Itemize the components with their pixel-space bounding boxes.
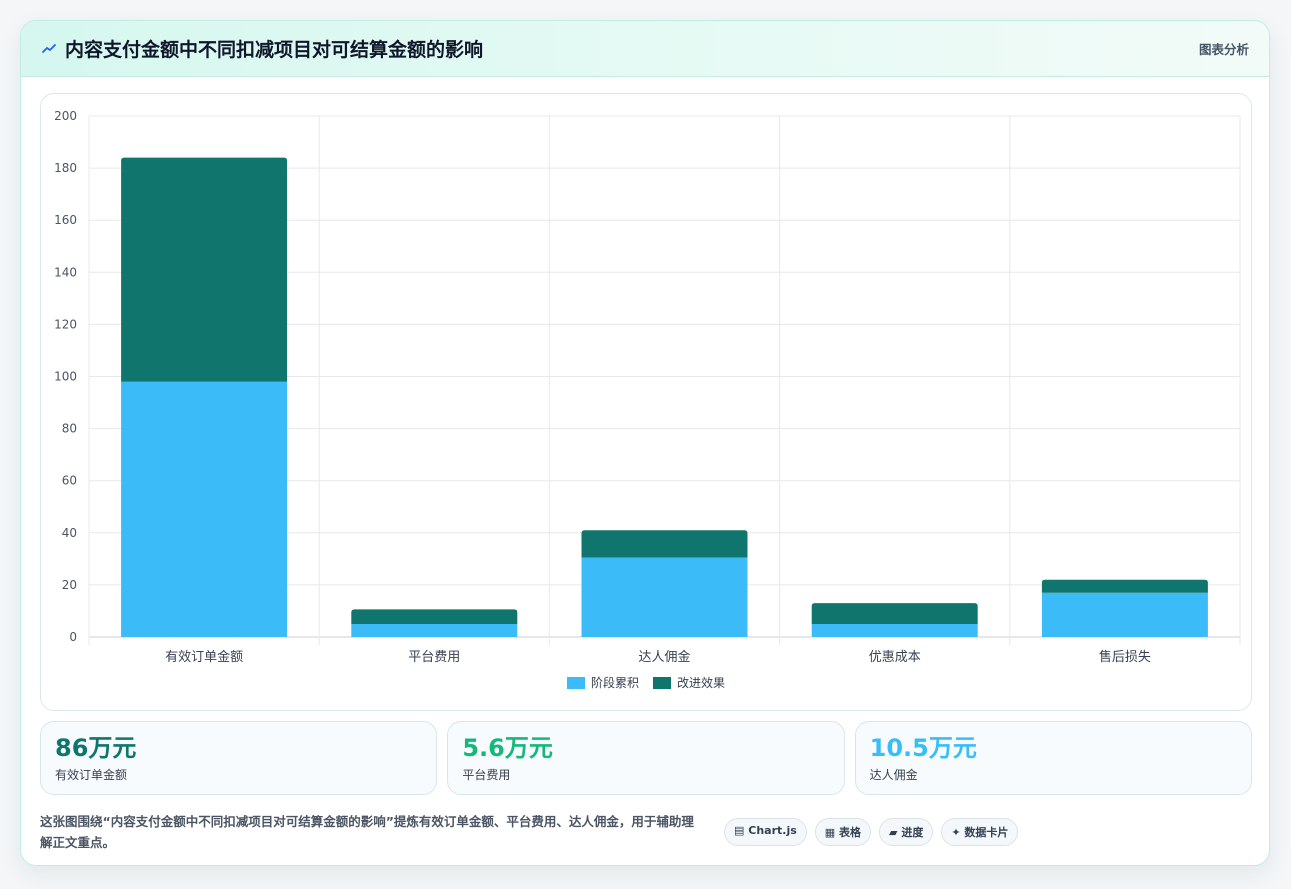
legend-swatch-effect xyxy=(653,676,671,689)
sparkle-icon: ✦ xyxy=(951,826,961,839)
y-tick-label: 0 xyxy=(69,630,77,644)
stat-label: 平台费用 xyxy=(462,768,511,782)
chart-card: 内容支付金额中不同扣减项目对可结算金额的影响 图表分析 0 20 40 60 80 100… xyxy=(20,20,1270,866)
x-tick-label: 优惠成本 xyxy=(869,650,921,665)
bar-segment-effect xyxy=(351,609,518,624)
bar-segment-effect xyxy=(1041,579,1208,593)
legend-swatch-stage xyxy=(566,676,585,689)
legend-label-effect: 改进效果 xyxy=(677,676,726,690)
tag-list: ▤ Chart.js ▦ 表格 ▰ 进度 ✦ 数据卡片 xyxy=(724,818,1019,846)
x-tick-label: 平台费用 xyxy=(408,650,460,665)
page-title: 内容支付金额中不同扣减项目对可结算金额的影响 xyxy=(65,39,484,61)
stat-cards: 86万元 有效订单金额 5.6万元 平台费用 10.5万元 达人佣金 xyxy=(40,721,1252,795)
stat-label: 达人佣金 xyxy=(869,768,918,782)
chart-analysis-link[interactable]: 图表分析 xyxy=(1198,42,1249,57)
legend-item-stage[interactable]: 阶段累积 xyxy=(566,674,639,691)
y-tick-label: 120 xyxy=(54,317,77,331)
stat-card: 10.5万元 达人佣金 xyxy=(854,721,1252,795)
legend-label-stage: 阶段累积 xyxy=(590,676,639,690)
stacked-bar-chart: 0 20 40 60 80 100 120 140 160 180 200 有效订单金额 平台费用 达人佣… xyxy=(54,109,1241,665)
y-tick-label: 40 xyxy=(62,526,77,540)
y-tick-label: 140 xyxy=(54,265,77,279)
footer-note: 这张图围绕“内容支付金额中不同扣减项目对可结算金额的影响”提炼有效订单金额、平台… xyxy=(40,814,694,850)
stat-value: 5.6万元 xyxy=(462,734,553,762)
bar-segment-stage xyxy=(811,623,978,637)
chart-icon: ▤ xyxy=(734,824,745,837)
bar-segment-stage xyxy=(1041,592,1208,637)
y-tick-label: 60 xyxy=(62,474,77,488)
tag-label: 表格 xyxy=(839,826,862,839)
stat-label: 有效订单金额 xyxy=(55,768,128,782)
y-tick-label: 200 xyxy=(54,109,77,123)
tag-label: 进度 xyxy=(901,826,924,839)
y-tick-label: 20 xyxy=(62,578,77,592)
table-icon: ▦ xyxy=(824,826,836,839)
bar-segment-stage xyxy=(581,557,748,637)
card-footer: 这张图围绕“内容支付金额中不同扣减项目对可结算金额的影响”提炼有效订单金额、平台… xyxy=(40,809,1252,855)
tag-chartjs[interactable]: ▤ Chart.js xyxy=(724,818,807,846)
legend-item-effect[interactable]: 改进效果 xyxy=(653,674,725,691)
stat-value: 10.5万元 xyxy=(869,734,977,762)
stat-card: 5.6万元 平台费用 xyxy=(447,721,845,795)
stat-value: 86万元 xyxy=(55,734,137,762)
bar-segment-effect xyxy=(121,157,288,382)
progress-icon: ▰ xyxy=(889,826,898,839)
stat-card: 86万元 有效订单金额 xyxy=(40,721,438,795)
y-tick-label: 100 xyxy=(54,370,77,384)
y-tick-label: 80 xyxy=(62,422,77,436)
bar-segment-stage xyxy=(351,623,518,637)
x-tick-label: 售后损失 xyxy=(1099,649,1151,665)
y-tick-label: 160 xyxy=(54,213,77,227)
tag-label: 数据卡片 xyxy=(964,826,1009,839)
tag-progress[interactable]: ▰ 进度 xyxy=(879,818,934,846)
chart-panel: 0 20 40 60 80 100 120 140 160 180 200 有效订单金额 平台费用 达人佣… xyxy=(40,93,1252,711)
tag-table[interactable]: ▦ 表格 xyxy=(814,818,872,846)
bar-segment-effect xyxy=(581,530,748,558)
tag-data-card[interactable]: ✦ 数据卡片 xyxy=(941,818,1019,846)
chart-legend[interactable]: 阶段累积 改进效果 xyxy=(41,674,1251,691)
card-header: 内容支付金额中不同扣减项目对可结算金额的影响 图表分析 xyxy=(21,21,1269,77)
bar-segment-stage xyxy=(121,381,288,637)
y-tick-label: 180 xyxy=(54,161,77,175)
tag-label: Chart.js xyxy=(748,824,797,837)
x-tick-label: 达人佣金 xyxy=(638,649,690,665)
bar-segment-effect xyxy=(811,603,978,624)
x-tick-label: 有效订单金额 xyxy=(165,649,243,665)
trend-icon xyxy=(42,43,56,53)
